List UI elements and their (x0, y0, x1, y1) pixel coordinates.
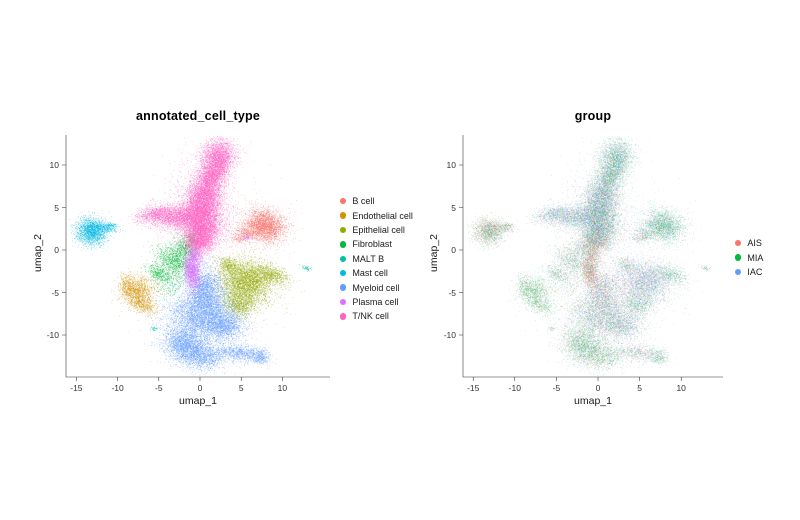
x-tick-label: -5 (155, 383, 163, 393)
right-plot-title: group (574, 109, 612, 123)
legend-label: Epithelial cell (352, 224, 405, 235)
legend-item: IAC (735, 265, 763, 279)
left-plot-title: annotated_cell_type (136, 109, 260, 123)
y-tick-label: -5 (51, 287, 59, 298)
legend-item: Myeloid cell (340, 280, 413, 294)
legend-color-dot-icon (340, 298, 347, 306)
legend-label: Endothelial cell (352, 210, 413, 221)
legend-label: AIS (747, 238, 762, 249)
legend-label: IAC (747, 266, 763, 277)
x-tick-label: -5 (552, 383, 561, 393)
left-x-axis-label: umap_1 (179, 395, 217, 407)
y-tick-label: -10 (46, 330, 59, 340)
cell-type-legend: B cell Endothelial cell Epithelial cell Fib… (340, 194, 413, 324)
legend-label: Myeloid cell (352, 282, 400, 293)
legend-label: MALT B (352, 253, 385, 264)
legend-label: Fibroblast (352, 239, 392, 250)
y-tick-label: 10 (49, 160, 59, 170)
legend-color-dot-icon (735, 240, 742, 247)
x-tick-label: 10 (277, 383, 288, 393)
x-tick-label: 10 (676, 383, 686, 393)
legend-label: T/NK cell (352, 311, 389, 322)
legend-label: Plasma cell (352, 296, 399, 307)
legend-item: T/NK cell (340, 309, 413, 323)
legend-color-dot-icon (340, 241, 347, 248)
legend-item: B cell (340, 194, 413, 208)
legend-label: MIA (747, 252, 764, 263)
legend-label: Mast cell (352, 268, 388, 279)
legend-item: Plasma cell (340, 295, 413, 309)
y-tick-label: 5 (451, 202, 456, 213)
legend-color-dot-icon (340, 269, 347, 277)
legend-item: Epithelial cell (340, 223, 413, 237)
legend-color-dot-icon (340, 255, 347, 262)
y-tick-label: -10 (443, 330, 456, 340)
group-legend: AIS MIA IAC (735, 236, 763, 279)
legend-item: AIS (735, 236, 763, 250)
legend-label: B cell (352, 196, 375, 207)
legend-color-dot-icon (340, 212, 347, 219)
legend-item: MIA (735, 250, 763, 264)
legend-color-dot-icon (340, 313, 347, 320)
x-tick-label: -10 (111, 383, 124, 393)
y-tick-label: 5 (54, 202, 59, 213)
legend-item: Fibroblast (340, 237, 413, 251)
x-tick-label: -15 (70, 383, 83, 393)
legend-color-dot-icon (735, 268, 742, 276)
x-tick-label: -15 (467, 383, 480, 393)
legend-color-dot-icon (735, 254, 742, 261)
x-tick-label: 0 (595, 383, 601, 393)
y-tick-label: 0 (451, 245, 456, 255)
x-tick-label: 0 (197, 383, 203, 393)
legend-item: MALT B (340, 252, 413, 266)
x-tick-label: 5 (238, 383, 244, 393)
y-tick-label: 0 (54, 245, 59, 255)
x-tick-label: 5 (637, 383, 642, 393)
legend-color-dot-icon (340, 226, 347, 234)
legend-item: Endothelial cell (340, 208, 413, 222)
y-tick-label: -5 (448, 287, 456, 298)
legend-item: Mast cell (340, 266, 413, 280)
legend-color-dot-icon (340, 198, 347, 205)
x-tick-label: -10 (508, 383, 521, 393)
right-x-axis-label: umap_1 (574, 395, 612, 407)
legend-color-dot-icon (340, 284, 347, 291)
y-tick-label: 10 (446, 160, 456, 170)
